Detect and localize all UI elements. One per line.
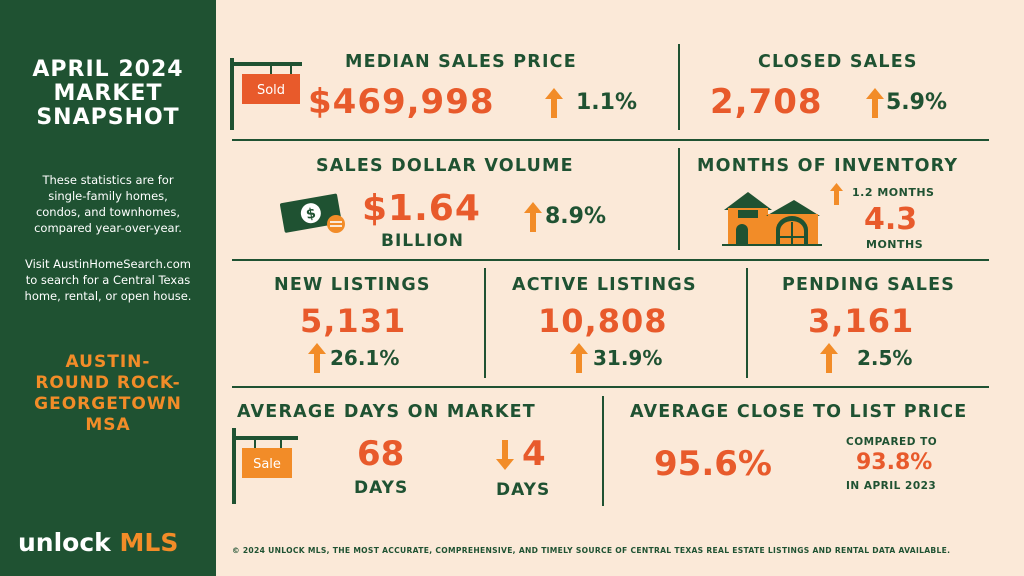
- house-icon: [722, 192, 822, 246]
- closed-sales-change: 5.9%: [886, 90, 948, 115]
- close-to-list-label: AVERAGE CLOSE TO LIST PRICE: [630, 402, 968, 422]
- inventory-unit: MONTHS: [866, 238, 924, 251]
- description-line: compared year-over-year.: [34, 221, 182, 235]
- days-on-market-change: 4: [522, 434, 546, 474]
- msa-line: GEORGETOWN: [34, 394, 182, 414]
- dollar-volume-unit: BILLION: [381, 231, 464, 251]
- active-listings-value: 10,808: [538, 302, 668, 340]
- visit-line: home, rental, or open house.: [24, 289, 192, 303]
- dollar-volume-value: $1.64: [362, 188, 481, 229]
- divider: [602, 396, 604, 506]
- title-line: SNAPSHOT: [36, 105, 180, 130]
- sign-text: Sale: [253, 457, 281, 472]
- median-price-value: $469,998: [308, 82, 495, 122]
- new-listings-change: 26.1%: [330, 346, 400, 370]
- arrow-up-icon: [308, 343, 326, 373]
- logo-word: unlock: [18, 528, 111, 557]
- inventory-label: MONTHS OF INVENTORY: [697, 156, 959, 176]
- sidebar: APRIL 2024 MARKET SNAPSHOT These statist…: [0, 0, 216, 576]
- msa-line: MSA: [85, 415, 131, 435]
- inventory-value: 4.3: [864, 202, 918, 237]
- arrow-up-icon: [524, 202, 542, 232]
- inventory-change: 1.2 MONTHS: [852, 186, 935, 199]
- divider: [484, 268, 486, 378]
- new-listings-label: NEW LISTINGS: [274, 275, 431, 295]
- logo: unlock MLS: [18, 528, 178, 557]
- title-line: MARKET: [53, 81, 163, 106]
- dollar-volume-label: SALES DOLLAR VOLUME: [316, 156, 574, 176]
- msa-line: ROUND ROCK-: [35, 373, 181, 393]
- compare-label: COMPARED TO: [846, 436, 938, 448]
- pending-sales-change: 2.5%: [857, 346, 913, 370]
- description: These statistics are for single-family h…: [14, 172, 202, 236]
- description-line: single-family homes,: [48, 189, 168, 203]
- sign-text: Sold: [257, 83, 285, 98]
- arrow-up-icon: [570, 343, 588, 373]
- closed-sales-value: 2,708: [710, 82, 823, 122]
- arrow-up-icon: [866, 88, 884, 118]
- active-listings-label: ACTIVE LISTINGS: [512, 275, 697, 295]
- divider: [678, 148, 680, 250]
- days-on-market-value: 68: [357, 434, 405, 474]
- dollar-volume-change: 8.9%: [545, 204, 607, 229]
- compare-value: 93.8%: [856, 450, 933, 475]
- visit-line: to search for a Central Texas: [25, 273, 191, 287]
- new-listings-value: 5,131: [300, 302, 407, 340]
- close-to-list-value: 95.6%: [654, 444, 772, 484]
- pending-sales-label: PENDING SALES: [782, 275, 956, 295]
- divider: [232, 259, 989, 261]
- sold-sign-icon: Sold: [230, 58, 302, 130]
- arrow-up-icon: [545, 88, 563, 118]
- copyright-footer: © 2024 UNLOCK MLS, THE MOST ACCURATE, CO…: [232, 546, 951, 555]
- days-on-market-label: AVERAGE DAYS ON MARKET: [237, 402, 536, 422]
- divider: [678, 44, 680, 130]
- arrow-up-icon: [820, 343, 838, 373]
- pending-sales-value: 3,161: [808, 302, 915, 340]
- msa-line: AUSTIN-: [65, 352, 151, 372]
- msa-name: AUSTIN- ROUND ROCK- GEORGETOWN MSA: [0, 352, 216, 436]
- days-on-market-unit: DAYS: [354, 478, 409, 498]
- compare-period: IN APRIL 2023: [846, 480, 937, 492]
- svg-text:$: $: [305, 205, 317, 222]
- divider: [232, 386, 989, 388]
- median-price-label: MEDIAN SALES PRICE: [345, 52, 577, 72]
- visit-line: Visit AustinHomeSearch.com: [25, 257, 191, 271]
- closed-sales-label: CLOSED SALES: [758, 52, 918, 72]
- title-line: APRIL 2024: [32, 57, 184, 82]
- divider: [232, 139, 989, 141]
- sale-sign-icon: Sale: [232, 428, 298, 504]
- arrow-down-icon: [496, 440, 514, 470]
- median-price-change: 1.1%: [576, 90, 638, 115]
- description-line: These statistics are for: [42, 173, 174, 187]
- description-line: condos, and townhomes,: [35, 205, 181, 219]
- days-on-market-change-unit: DAYS: [496, 480, 551, 500]
- arrow-up-icon: [830, 183, 843, 205]
- page-title: APRIL 2024 MARKET SNAPSHOT: [0, 58, 216, 130]
- money-icon: $: [279, 193, 345, 233]
- divider: [746, 268, 748, 378]
- active-listings-change: 31.9%: [593, 346, 663, 370]
- logo-accent: MLS: [119, 528, 179, 557]
- visit-note: Visit AustinHomeSearch.com to search for…: [14, 256, 202, 304]
